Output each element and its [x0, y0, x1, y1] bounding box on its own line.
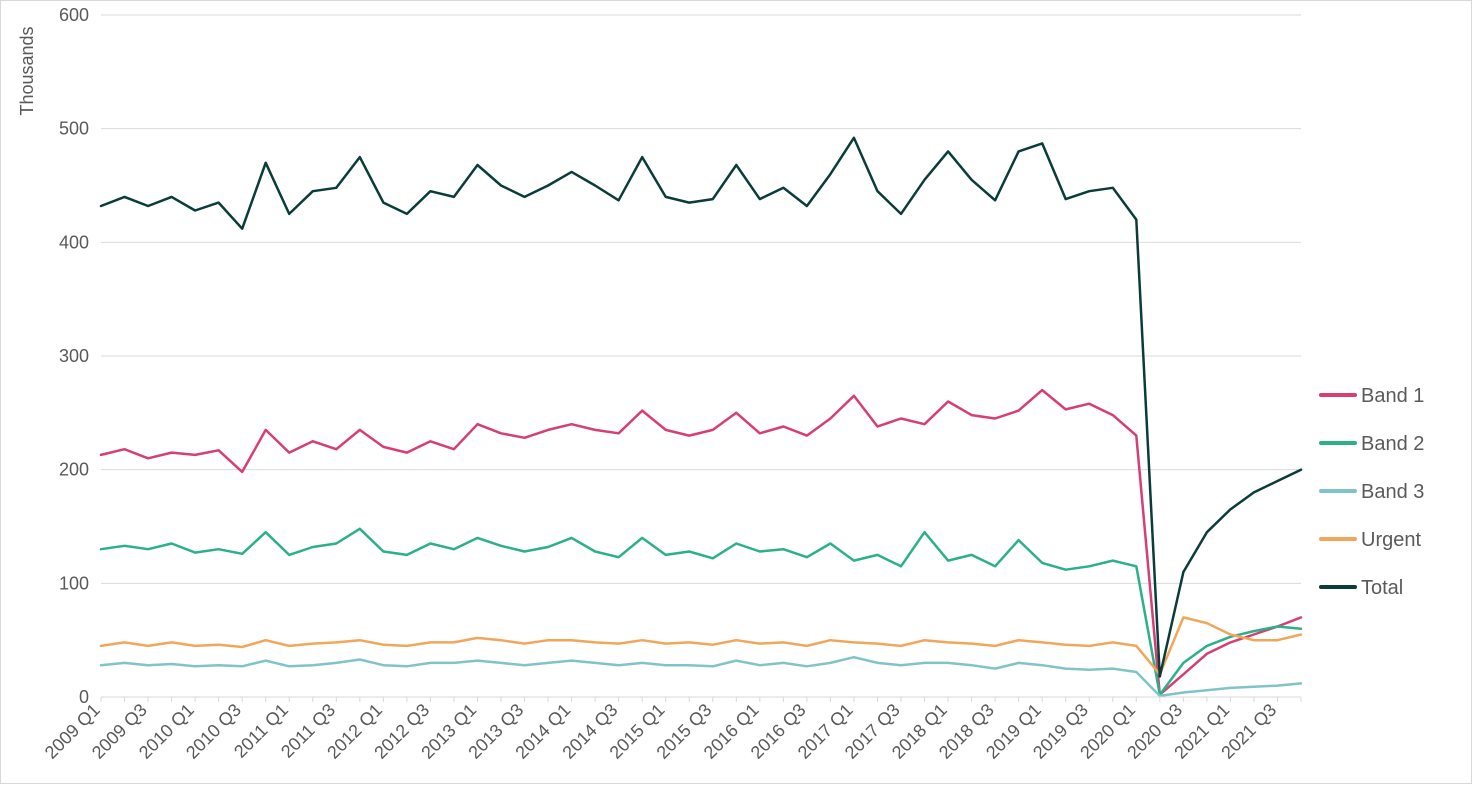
legend-label: Urgent	[1361, 529, 1421, 551]
legend-label: Band 3	[1361, 481, 1424, 503]
legend-label: Total	[1361, 577, 1403, 599]
series-line	[101, 138, 1301, 677]
y-axis-title: Thousands	[17, 26, 37, 115]
y-tick-label: 400	[59, 232, 89, 252]
legend-label: Band 1	[1361, 385, 1424, 407]
legend-label: Band 2	[1361, 433, 1424, 455]
series-line	[101, 657, 1301, 696]
y-tick-label: 600	[59, 5, 89, 25]
y-tick-label: 500	[59, 119, 89, 139]
series-line	[101, 390, 1301, 695]
y-tick-label: 200	[59, 460, 89, 480]
chart-svg: 0100200300400500600Thousands2009 Q12009 …	[1, 1, 1472, 785]
y-tick-label: 100	[59, 573, 89, 593]
y-tick-label: 300	[59, 346, 89, 366]
line-chart: 0100200300400500600Thousands2009 Q12009 …	[0, 0, 1472, 784]
